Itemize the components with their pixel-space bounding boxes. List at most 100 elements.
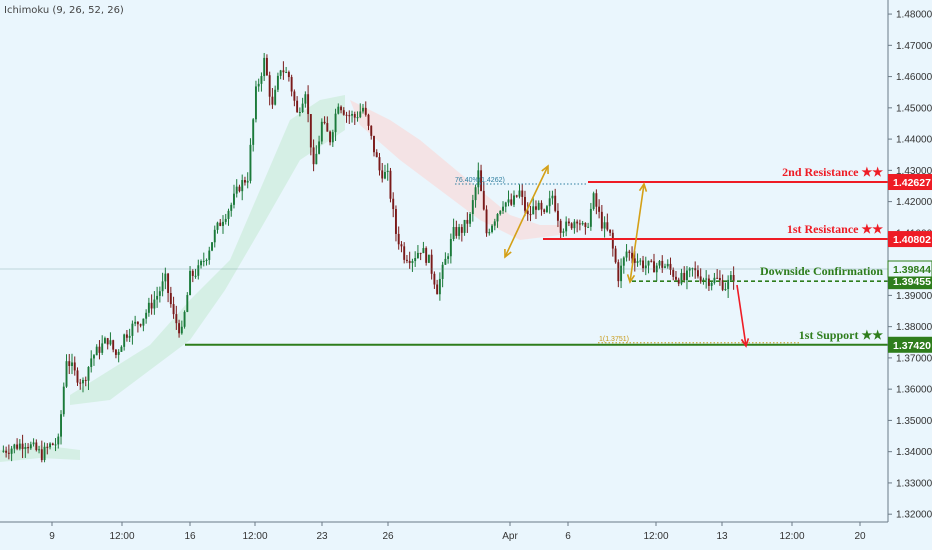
candle-body [123,334,126,347]
candle-body [427,254,430,263]
candle-body [167,273,170,294]
candle-body [463,219,466,233]
candle-body [307,94,310,115]
candle-body [381,170,384,179]
candle-body [642,260,644,269]
price-tick-label: 1.36000 [896,385,932,396]
candle-body [178,323,181,334]
candle-body [73,362,76,371]
candle-body [309,114,312,148]
candle-body [2,450,5,452]
candle-body [169,293,172,305]
candle-body [142,318,145,326]
candle-body [727,279,730,290]
candle-body [68,361,71,366]
candle-body [211,242,213,251]
candle-body [669,263,672,270]
candle-body [194,275,197,277]
candle-body [197,265,200,276]
candle-body [559,220,562,233]
candle-body [685,270,688,281]
price-tick-label: 1.47000 [896,41,932,52]
candle-body [200,261,202,266]
candle-body [485,209,488,234]
candle-body [265,57,268,76]
candle-body [524,196,526,211]
candle-body [24,447,27,449]
price-tag-label-confirmation: 1.39455 [893,276,931,288]
candle-body [282,70,285,73]
candle-body [414,257,417,262]
candle-body [51,443,54,445]
candle-body [49,443,52,448]
candle-body [219,222,222,226]
candle-body [21,443,24,449]
candle-body [222,221,224,226]
candle-body [296,100,299,113]
candle-body [109,340,112,345]
candle-body [620,265,623,282]
candle-body [62,386,65,415]
candle-body [565,221,568,232]
candle-body [254,86,257,120]
candle-body [161,281,164,292]
candle-body [249,144,252,181]
price-tag-label-current: 1.39844 [893,264,931,276]
price-axis: 1.48000 1.47000 1.46000 1.45000 1.44000 1.430… [887,0,932,550]
candle-body [614,248,617,263]
candle-body [145,312,148,319]
time-axis: 9 12:00 16 12:00 23 26 Apr 6 12:00 13 12:00 20 [0,521,888,542]
candle-body [436,284,439,295]
fib-label-upper: 76.40%(1.4262) [455,177,505,184]
candle-body [268,75,271,97]
candle-body [496,214,499,222]
candle-body [315,153,318,165]
candle-body [356,117,359,119]
candle-body [246,180,249,183]
candle-body [274,89,277,105]
candle-body [90,358,93,367]
level-label-confirmation: Downside Confirmation [760,264,883,278]
candle-body [631,252,634,259]
candle-body [543,209,546,213]
candle-body [482,190,485,210]
indicator-label: Ichimoku (9, 26, 52, 26) [4,5,124,16]
price-tag-label-resistance-1: 1.40802 [893,234,931,246]
candle-body [677,279,680,284]
candle-body [592,193,595,209]
candle-body [79,382,82,384]
candle-body [87,366,90,381]
candle-body [518,190,521,197]
candle-body [60,414,62,437]
arrow-gold-1a-head [504,248,512,259]
candle-body [326,123,329,132]
candle-body [724,289,727,291]
candle-body [329,131,332,143]
price-tag-label-resistance-2: 1.42627 [893,177,931,189]
price-tag-resistance-2 [888,174,932,191]
levels: 2nd Resistance ★★ 1st Resistance ★★ Downsi… [0,165,888,346]
candle-body [696,270,699,277]
time-tick-label: 6 [565,531,571,542]
candle-body [425,248,428,263]
candle-body [716,277,719,279]
price-tick-label: 1.32000 [896,510,932,521]
candle-body [76,370,79,383]
candle-body [480,170,483,191]
candle-body [628,251,631,253]
candle-body [353,114,356,118]
candle-body [551,195,554,199]
candle-body [359,111,362,118]
candle-body [469,213,472,224]
candle-body [433,273,436,285]
time-tick-label: 12:00 [643,531,668,542]
arrows [504,164,750,348]
candle-body [263,57,266,77]
candle-body [147,302,150,313]
candle-body [367,114,370,126]
candle-body [408,260,411,264]
candle-body [444,258,447,265]
candle-body [653,261,655,273]
candle-body [345,114,348,116]
